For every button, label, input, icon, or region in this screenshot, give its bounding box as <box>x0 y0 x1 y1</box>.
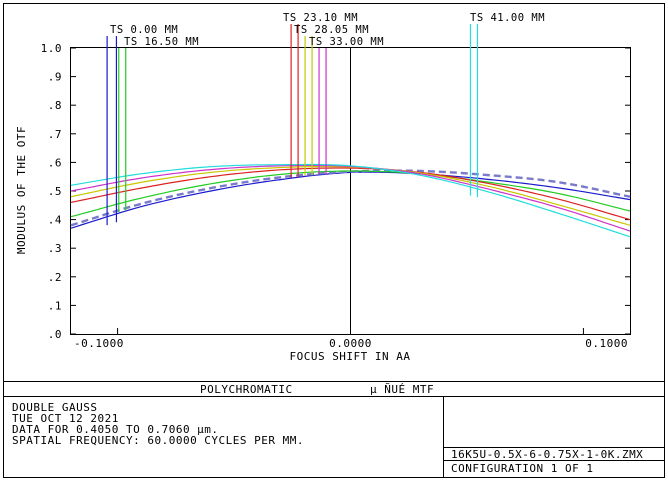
info-line-lens: DOUBLE GAUSS <box>12 401 97 414</box>
y-axis-ticks: .0 .1 .2 .3 .4 .5 .6 .7 .8 .9 1.0 <box>41 42 630 341</box>
ts-marker-label: TS 16.50 MM <box>124 36 199 48</box>
info-line-date: TUE OCT 12 2021 <box>12 412 119 425</box>
footer-title-left: POLYCHROMATIC <box>200 383 293 396</box>
y-tick-label: .6 <box>48 156 62 169</box>
y-tick-label: .8 <box>48 99 62 112</box>
mtf-curve-tangential-6 <box>70 163 631 238</box>
mtf-curves <box>70 163 631 238</box>
mtf-curve-tangential-0 <box>70 171 631 229</box>
info-line-wavelength: DATA FOR 0.4050 TO 0.7060 µm. <box>12 423 219 436</box>
ts-marker-label: TS 41.00 MM <box>470 12 545 24</box>
lens-file-name: 16K5U-0.5X-6-0.75X-1-0K.ZMX <box>451 448 643 461</box>
info-line-frequency: SPATIAL FREQUENCY: 60.0000 CYCLES PER MM… <box>12 434 304 447</box>
y-tick-label: .1 <box>48 299 62 312</box>
ts-marker-label: TS 28.05 MM <box>294 24 369 36</box>
y-tick-label: .0 <box>48 328 62 341</box>
y-tick-label: .4 <box>48 214 62 227</box>
y-tick-label: .5 <box>48 185 62 198</box>
y-tick-label: 1.0 <box>41 42 62 55</box>
window-border <box>3 3 665 478</box>
y-axis-label: MODULUS OF THE OTF <box>15 126 28 254</box>
ts-marker-label: TS 23.10 MM <box>283 12 358 24</box>
footer-title-right: µ ÑUÉ MTF <box>370 383 434 396</box>
x-axis-ticks: -0.1000 0.0000 0.1000 <box>74 328 628 350</box>
configuration-label: CONFIGURATION 1 OF 1 <box>451 462 593 475</box>
y-tick-label: .3 <box>48 242 62 255</box>
x-axis-label: FOCUS SHIFT IN AA <box>289 350 410 363</box>
x-tick-label: 0.0000 <box>329 337 372 350</box>
mtf-curve-tangential-3 <box>70 167 631 221</box>
y-tick-label: .9 <box>48 71 62 84</box>
y-tick-label: .7 <box>48 128 62 141</box>
x-tick-label: 0.1000 <box>585 337 628 350</box>
mtf-curve-tangential-2 <box>70 170 631 218</box>
y-tick-label: .2 <box>48 271 62 284</box>
ts-marker-label: TS 33.00 MM <box>309 36 384 48</box>
ts-marker-label: TS 0.00 MM <box>110 24 178 36</box>
x-tick-label: -0.1000 <box>74 337 124 350</box>
